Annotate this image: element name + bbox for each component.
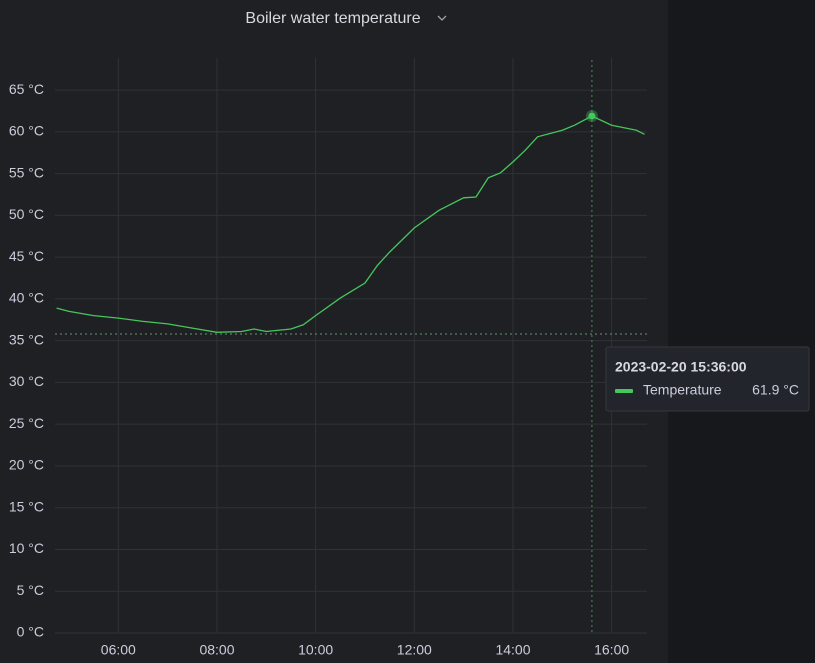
- y-tick-label: 10 °C: [9, 540, 44, 556]
- y-tick-label: 30 °C: [9, 373, 44, 389]
- chart-title[interactable]: Boiler water temperature: [245, 10, 420, 27]
- tooltip-value: 61.9 °C: [752, 382, 799, 398]
- y-tick-label: 5 °C: [17, 582, 44, 598]
- y-tick-label: 15 °C: [9, 498, 44, 514]
- tooltip-time: 2023-02-20 15:36:00: [615, 359, 747, 375]
- hover-point: [588, 112, 596, 120]
- tooltip-legend-swatch: [615, 389, 633, 393]
- x-tick-label: 12:00: [397, 642, 432, 658]
- tooltip-series-name: Temperature: [643, 382, 722, 398]
- x-tick-label: 16:00: [594, 642, 629, 658]
- y-tick-label: 45 °C: [9, 248, 44, 264]
- title-chevron[interactable]: [437, 15, 447, 21]
- y-tick-label: 40 °C: [9, 290, 44, 306]
- y-tick-label: 65 °C: [9, 81, 44, 97]
- x-tick-label: 08:00: [199, 642, 234, 658]
- y-tick-label: 20 °C: [9, 457, 44, 473]
- y-tick-label: 60 °C: [9, 123, 44, 139]
- y-tick-label: 0 °C: [17, 624, 44, 640]
- y-tick-label: 25 °C: [9, 415, 44, 431]
- tooltip-box: [605, 346, 810, 412]
- y-tick-label: 50 °C: [9, 206, 44, 222]
- y-tick-label: 35 °C: [9, 331, 44, 347]
- panel: [0, 0, 668, 663]
- series-line: [56, 115, 645, 333]
- x-tick-label: 14:00: [495, 642, 530, 658]
- x-tick-label: 10:00: [298, 642, 333, 658]
- tooltip: 2023-02-20 15:36:00 Temperature 61.9 °C: [605, 346, 810, 412]
- y-tick-label: 55 °C: [9, 164, 44, 180]
- x-tick-label: 06:00: [101, 642, 136, 658]
